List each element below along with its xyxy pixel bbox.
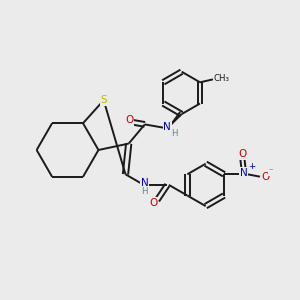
Text: S: S	[100, 95, 107, 105]
Text: H: H	[141, 187, 148, 196]
Text: O: O	[238, 149, 246, 159]
Text: CH₃: CH₃	[214, 74, 230, 83]
Text: O: O	[261, 172, 269, 182]
Text: H: H	[172, 129, 178, 138]
Text: N: N	[163, 122, 171, 132]
Text: N: N	[141, 178, 148, 188]
Text: ⁻: ⁻	[268, 167, 272, 176]
Text: N: N	[240, 168, 247, 178]
Text: +: +	[248, 162, 255, 171]
Text: O: O	[149, 198, 158, 208]
Text: O: O	[126, 115, 134, 125]
